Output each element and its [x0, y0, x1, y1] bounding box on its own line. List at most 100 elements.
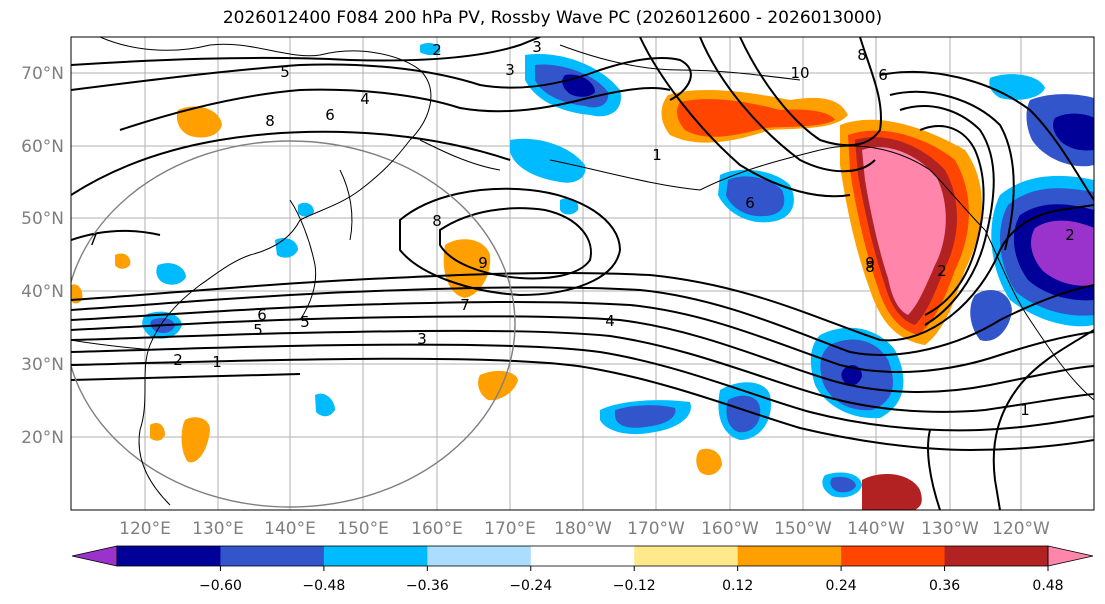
- contour-label: 7: [88, 231, 98, 249]
- contour-line: [71, 343, 1094, 432]
- contour-label: 5: [253, 321, 263, 339]
- colorbar-segment: [427, 546, 532, 566]
- lat-tick-label: 60°N: [21, 137, 64, 157]
- contour-label: 3: [417, 330, 427, 348]
- contour-label: 3: [532, 38, 542, 56]
- anomaly-blue-a2: [615, 405, 676, 428]
- contour-label: 3: [505, 61, 515, 79]
- lon-tick-label: 140°W: [847, 519, 905, 539]
- anomaly-blue-h: [275, 238, 298, 258]
- contour-label: 5: [280, 63, 290, 81]
- colorbar-extend-low: [71, 545, 118, 567]
- lat-tick-label: 20°N: [21, 428, 64, 448]
- colorbar-segment: [841, 546, 946, 566]
- colorbar-tick-label: 0.48: [1032, 578, 1063, 594]
- anomaly-blue-e: [510, 138, 586, 183]
- contour-label: 5: [300, 313, 310, 331]
- contour-label: 1: [212, 353, 222, 371]
- colorbar-tick-label: 0.24: [826, 578, 857, 594]
- anomaly-darkred-s: [862, 474, 922, 510]
- contour-line: [71, 373, 301, 381]
- colorbar-segment: [220, 546, 325, 566]
- colorbar: −0.60 −0.48 −0.36 −0.24 −0.12 0.12 0.24 0.36 0.4…: [71, 545, 1094, 594]
- anomaly-blue-i: [315, 393, 335, 417]
- contour-label: 4: [360, 90, 370, 108]
- colorbar-tick-label: −0.12: [613, 578, 656, 594]
- contour-line: [71, 315, 1094, 393]
- contour-label: 2: [432, 41, 442, 59]
- anomaly-orange-s3: [150, 423, 165, 441]
- lon-tick-label: 140°E: [264, 519, 316, 539]
- lat-tick-label: 30°N: [21, 355, 64, 375]
- colorbar-tick-label: −0.48: [302, 578, 345, 594]
- anomaly-pink: [862, 147, 946, 315]
- colorbar-segment: [117, 546, 221, 566]
- contour-line: [439, 207, 592, 280]
- colorbar-outline: [116, 545, 1049, 567]
- colorbar-tick-label: 0.12: [722, 578, 753, 594]
- contour-line: [927, 429, 941, 510]
- contour-label: 9: [865, 254, 875, 272]
- contour-line: [879, 70, 1094, 201]
- contour-label: 1: [652, 146, 662, 164]
- contour-line: [899, 105, 995, 326]
- lon-tick-label: 150°E: [337, 519, 389, 539]
- contour-label: 6: [878, 66, 888, 84]
- contour-line: [71, 300, 1094, 374]
- map-title: 2026012400 F084 200 hPa PV, Rossby Wave …: [222, 8, 883, 28]
- contour-line: [71, 57, 692, 101]
- anomaly-blue-c2: [830, 476, 856, 493]
- anomaly-blue-g: [156, 263, 186, 285]
- colorbar-segment: [634, 546, 739, 566]
- colorbar-tick-label: −0.36: [406, 578, 449, 594]
- colorbar-segment: [737, 546, 842, 566]
- lon-tick-label: 120°E: [119, 519, 171, 539]
- contour-line: [71, 329, 1094, 413]
- contour-label: 7: [460, 296, 470, 314]
- anomaly-orange-nw: [176, 106, 222, 138]
- contour-label: 8: [432, 212, 442, 230]
- lon-tick-label: 180°W: [554, 519, 612, 539]
- contour-line: [71, 130, 511, 196]
- contour-line: [889, 90, 1015, 251]
- anomaly-orange-w2: [115, 253, 131, 269]
- anomaly-orange-sub: [478, 370, 518, 401]
- coastlines: [71, 37, 1094, 506]
- anomaly-blue-b2: [726, 395, 761, 433]
- contour-line: [71, 284, 1094, 356]
- contour-label: 2: [173, 351, 183, 369]
- contour-label: 2: [937, 262, 947, 280]
- contour-label: 8: [865, 258, 875, 276]
- anomaly-purple-east: [1030, 220, 1094, 286]
- contour-line: [119, 87, 671, 131]
- contour-label: 6: [257, 306, 267, 324]
- anomaly-blue-j: [420, 42, 441, 55]
- lat-tick-label: 40°N: [21, 282, 64, 302]
- lon-tick-label: 150°W: [774, 519, 832, 539]
- anomaly-orange-s1: [181, 417, 210, 463]
- anomaly-blue-d: [970, 290, 1012, 341]
- contour-line: [71, 37, 541, 66]
- contour-line: [71, 357, 1094, 452]
- contour-line: [71, 229, 161, 241]
- lon-tick-label: 170°W: [627, 519, 685, 539]
- contour-label: 6: [745, 194, 755, 212]
- anomaly-blue-mid2: [726, 176, 785, 217]
- contour-label: 1: [1020, 401, 1030, 419]
- contour-lines: [71, 37, 1094, 510]
- lon-tick-label: 160°E: [411, 519, 463, 539]
- contour-line: [992, 329, 1094, 510]
- anomaly-red-band: [677, 99, 835, 137]
- pv-anomaly-fills: [71, 42, 1094, 510]
- contour-line: [639, 37, 851, 198]
- anomaly-blue-l: [298, 202, 314, 217]
- anomaly-navy-sub: [841, 365, 862, 386]
- longitude-labels: 120°E 130°E 140°E 150°E 160°E 170°E 180°W 170°W…: [119, 519, 1050, 539]
- range-circle: [71, 140, 516, 508]
- anomaly-navy-ne: [1053, 113, 1094, 151]
- colorbar-tick-label: 0.36: [929, 578, 960, 594]
- contour-label: 4: [605, 312, 615, 330]
- lat-tick-label: 70°N: [21, 64, 64, 84]
